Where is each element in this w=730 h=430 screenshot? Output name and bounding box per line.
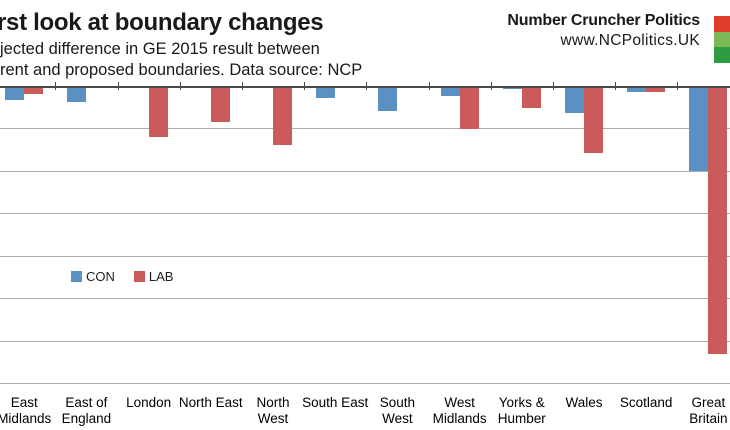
gridline — [0, 298, 730, 300]
brand-url: www.NCPolitics.UK — [560, 32, 700, 49]
bar-lab-0 — [24, 86, 44, 95]
logo-light-green-square — [714, 31, 730, 47]
ncp-logo — [714, 16, 730, 63]
logo-dark-green-square — [714, 47, 730, 63]
legend-swatch-lab — [133, 271, 145, 282]
bar-lab-10 — [646, 86, 666, 93]
x-axis-label: West Midlands — [432, 395, 487, 426]
legend: CON LAB — [71, 269, 173, 284]
x-axis-label: East of England — [61, 395, 112, 426]
x-axis-label: North West — [256, 395, 290, 426]
bar-lab-7 — [459, 86, 479, 129]
x-axis-label: South East — [302, 395, 369, 410]
bar-con-7 — [440, 86, 460, 96]
x-axis-label: East Midlands — [0, 395, 52, 426]
bar-lab-9 — [584, 86, 603, 153]
bar-lab-3 — [210, 86, 230, 123]
x-axis-label: London — [126, 395, 172, 410]
legend-label-con: CON — [86, 269, 115, 284]
bar-con-8 — [502, 86, 522, 90]
legend-swatch-con — [71, 271, 82, 282]
logo-red-square — [714, 16, 730, 32]
bar-lab-2 — [148, 86, 168, 138]
gridline — [0, 255, 730, 257]
gridline — [0, 213, 730, 215]
x-axis-label: Wales — [565, 395, 603, 410]
bar-con-11 — [689, 86, 709, 171]
bar-lab-8 — [521, 86, 541, 108]
bar-con-10 — [627, 86, 647, 93]
gridline — [0, 383, 730, 384]
gridline — [0, 340, 730, 342]
bar-lab-11 — [708, 86, 728, 354]
x-axis-label: North East — [178, 395, 243, 410]
brand-name: Number Cruncher Politics — [507, 12, 700, 29]
legend-label-lab: LAB — [148, 269, 174, 284]
gridline — [0, 128, 730, 130]
chart-subtitle-line2: rent and proposed boundaries. Data sourc… — [0, 61, 363, 79]
bar-con-9 — [565, 86, 584, 113]
x-axis-label: South West — [379, 395, 416, 426]
x-axis-label: Yorks & Humber — [497, 395, 546, 426]
bar-con-1 — [67, 86, 87, 102]
bar-con-5 — [316, 86, 336, 98]
bar-con-6 — [378, 86, 398, 112]
chart-title: rst look at boundary changes — [0, 9, 324, 36]
bar-con-0 — [5, 86, 25, 101]
x-axis-label: Scotland — [619, 395, 673, 410]
zero-axis-line — [0, 85, 730, 88]
gridline — [0, 170, 730, 172]
x-axis-label: Great Britain — [689, 395, 728, 426]
bar-lab-4 — [273, 86, 292, 146]
chart-subtitle-line1: jected difference in GE 2015 result betw… — [0, 40, 320, 58]
